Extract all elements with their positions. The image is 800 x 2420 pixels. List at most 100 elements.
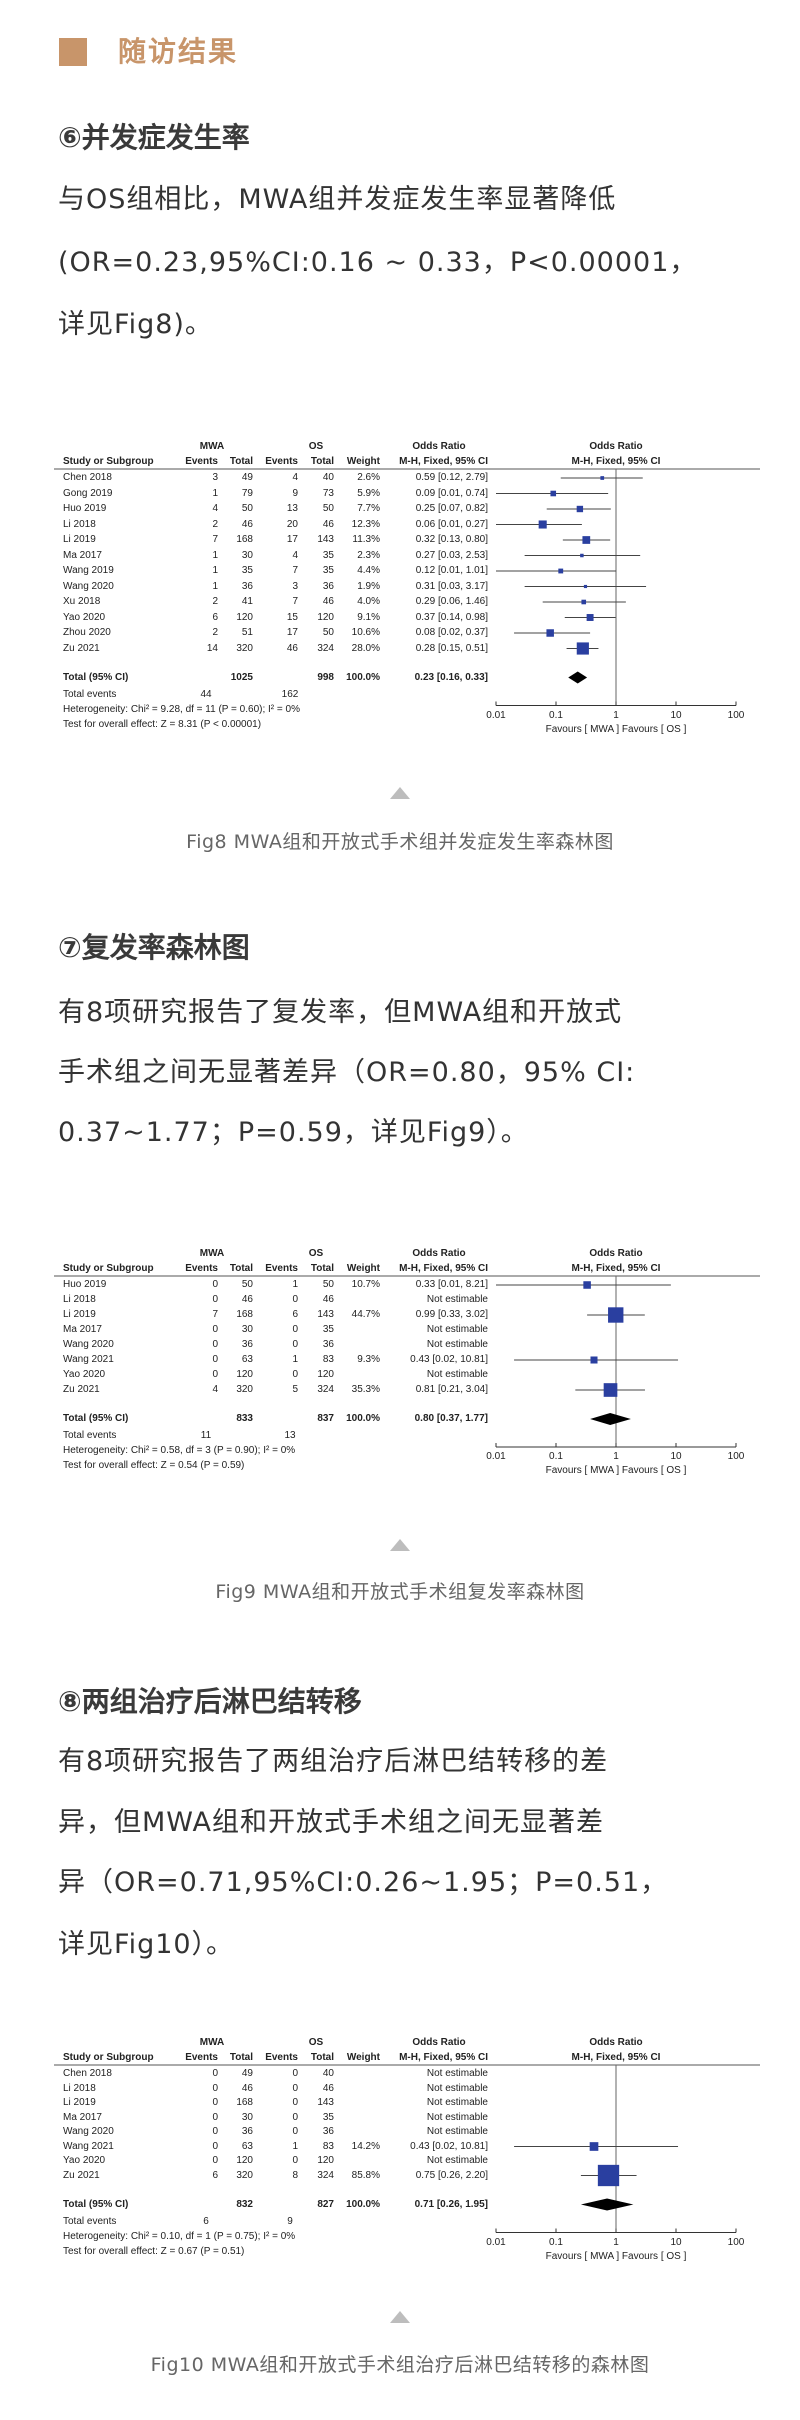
total-weight: 100.0% [346,2198,380,2210]
mwa-total: 320 [236,1384,253,1395]
study-or-ci: Not estimable [426,2111,488,2123]
x-tick-label: 0.1 [549,1451,563,1462]
total-label: Total (95% CI) [63,1413,129,1424]
total-or-ci: 0.23 [0.16, 0.33] [414,671,488,683]
favours-label: Favours [ MWA ] Favours [ OS ] [545,1465,687,1476]
total-events-os: 9 [287,2215,293,2227]
total-events-os: 162 [281,688,299,700]
paragraph-line: (OR=0.23,95%CI:0.16 ~ 0.33，P<0.00001， [58,247,698,278]
overall-effect-text: Test for overall effect: Z = 0.54 (P = 0… [63,1460,245,1471]
study-weight: 10.6% [351,627,380,638]
study-square-marker [580,553,584,558]
column-header-weight: Weight [346,456,380,467]
mwa-events: 2 [212,627,218,638]
mwa-events: 0 [212,1324,218,1335]
column-header-study: Study or Subgroup [63,456,154,467]
study-or-ci: 0.29 [0.06, 1.46] [415,596,488,607]
study-weight: 85.8% [351,2169,380,2181]
study-name: Li 2019 [63,2097,96,2108]
figure-caption: Fig9 MWA组和开放式手术组复发率森林图 [215,1581,585,1603]
column-header-or-ci: M-H, Fixed, 95% CI [399,2052,488,2063]
study-square-marker [581,599,587,605]
study-name: Huo 2019 [63,503,107,514]
mwa-events: 2 [212,518,218,530]
os-total: 40 [322,2068,334,2079]
total-mwa: 1025 [230,671,253,683]
mwa-events: 7 [212,1309,218,1320]
study-or-ci: 0.08 [0.02, 0.37] [415,627,488,638]
os-events: 46 [286,642,298,654]
mwa-events: 0 [212,2111,218,2123]
plot-effect-header: Odds Ratio [589,441,643,452]
x-tick-label: 100 [727,709,745,721]
heterogeneity-text: Heterogeneity: Chi² = 0.10, df = 1 (P = … [63,2230,296,2242]
column-header-or-ci: M-H, Fixed, 95% CI [399,456,488,467]
favours-label: Favours [ MWA ] Favours [ OS ] [545,723,687,735]
column-header-events: Events [185,2052,218,2063]
mwa-total: 120 [236,611,253,623]
os-events: 0 [292,1369,298,1380]
mwa-events: 0 [212,1354,218,1365]
os-events: 1 [292,1279,298,1290]
os-events: 1 [292,2140,298,2152]
x-tick-label: 0.1 [549,2236,563,2248]
study-name: Wang 2019 [63,565,114,576]
mwa-total: 320 [236,2169,253,2181]
study-weight: 14.2% [351,2140,380,2152]
mwa-total: 168 [236,1309,253,1320]
os-events: 15 [286,611,298,623]
x-tick-label: 100 [727,1451,745,1462]
study-name: Chen 2018 [63,2068,112,2079]
mwa-events: 14 [206,642,218,654]
mwa-total: 41 [241,596,253,607]
column-header-total: Total [310,456,334,467]
header-accent-square [59,38,87,66]
total-events-label: Total events [63,1430,117,1441]
study-square-marker [582,536,591,544]
mwa-events: 1 [212,565,218,576]
os-events: 3 [292,580,298,592]
paragraph-line: 有8项研究报告了复发率，但MWA组和开放式 [58,997,623,1028]
plot-effect-header: Odds Ratio [589,1248,643,1259]
study-square-marker [583,584,588,589]
x-tick-label: 0.01 [486,2236,506,2248]
study-square-marker [600,476,605,480]
study-weight: 4.4% [357,565,380,576]
study-square-marker [558,568,564,574]
column-header-events: Events [265,456,298,467]
section-header-title: 随访结果 [118,35,239,68]
study-weight: 10.7% [351,1279,380,1290]
mwa-total: 63 [241,2140,253,2152]
forest-plot-graphics [54,2064,760,2233]
column-header-total: Total [229,1263,253,1274]
group-label-mwa: MWA [199,2037,225,2048]
mwa-total: 46 [241,2082,253,2094]
study-name: Yao 2020 [63,1369,106,1380]
os-total: 35 [322,1324,334,1335]
os-events: 6 [292,1309,298,1320]
mwa-total: 36 [241,1339,253,1350]
mwa-events: 0 [212,2126,218,2137]
x-tick-label: 1 [613,2236,619,2248]
study-or-ci: 0.32 [0.13, 0.80] [415,534,488,545]
overall-effect-text: Test for overall effect: Z = 8.31 (P < 0… [63,718,262,730]
study-or-ci: 0.75 [0.26, 2.20] [415,2169,488,2181]
mwa-events: 0 [212,2155,218,2166]
study-name: Chen 2018 [63,472,112,483]
os-events: 0 [292,1294,298,1305]
total-or-ci: 0.71 [0.26, 1.95] [414,2198,488,2210]
x-tick-label: 1 [613,1451,619,1462]
study-name: Zhou 2020 [63,627,111,638]
study-or-ci: Not estimable [426,1339,488,1350]
column-header-total: Total [310,2052,334,2063]
total-mwa: 833 [236,1413,253,1424]
os-events: 5 [292,1384,298,1395]
os-total: 50 [322,627,334,638]
total-events-label: Total events [63,688,117,700]
mwa-events: 1 [212,580,218,592]
mwa-total: 320 [236,642,253,654]
column-header-total: Total [229,2052,253,2063]
forest-plot-graphics [54,468,760,706]
x-tick-label: 10 [670,709,682,721]
study-name: Li 2018 [63,1294,96,1305]
